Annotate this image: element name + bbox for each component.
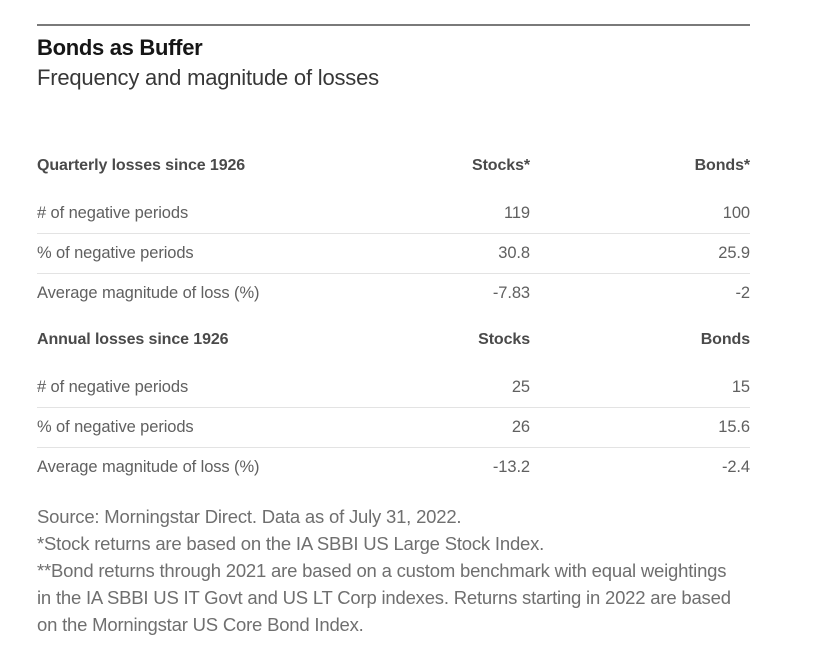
row-label: # of negative periods [37,377,189,396]
section-header-label: Annual losses since 1926 [37,331,229,348]
table-row: % of negative periods 30.8 25.9 [37,233,750,273]
bond-footnote-line: in the IA SBBI US IT Govt and US LT Corp… [37,587,731,608]
stocks-value: 25 [511,377,530,396]
bonds-value: 100 [722,203,750,222]
table-row: % of negative periods 26 15.6 [37,407,750,447]
bonds-value: 25.9 [718,244,750,262]
stock-footnote-line: *Stock returns are based on the IA SBBI … [37,533,545,554]
bonds-value: 15 [731,377,750,396]
table-row: # of negative periods 25 15 [37,367,750,407]
stocks-value: -7.83 [492,284,530,302]
row-label: % of negative periods [37,244,194,262]
annual-header-row: Annual losses since 1926 Stocks Bonds [37,313,750,367]
source-line: Source: Morningstar Direct. Data as of J… [37,506,462,527]
exhibit-page: Bonds as Buffer Frequency and magnitude … [0,24,832,654]
stocks-value: 30.8 [498,244,530,262]
bond-footnote-line: on the Morningstar US Core Bond Index. [37,614,364,635]
page-title: Bonds as Buffer [37,35,203,60]
stocks-value: -13.2 [492,458,530,476]
bonds-column-header: Bonds [700,331,750,348]
row-label: # of negative periods [37,203,189,222]
quarterly-losses-section: Quarterly losses since 1926 Stocks* Bond… [37,139,750,313]
bonds-column-header: Bonds* [694,157,751,174]
table-row: # of negative periods 119 100 [37,193,750,233]
top-rule [37,24,750,26]
annual-losses-section: Annual losses since 1926 Stocks Bonds # … [37,313,750,487]
quarterly-header-row: Quarterly losses since 1926 Stocks* Bond… [37,139,750,193]
stocks-column-header: Stocks [478,331,530,348]
footnotes: Source: Morningstar Direct. Data as of J… [37,503,750,638]
bond-footnote-line: **Bond returns through 2021 are based on… [37,560,727,581]
stocks-value: 119 [503,203,530,222]
bonds-value: -2.4 [721,458,750,476]
page-subtitle: Frequency and magnitude of losses [37,65,379,90]
section-header-label: Quarterly losses since 1926 [37,157,246,174]
bonds-value: 15.6 [718,418,750,436]
losses-table: Quarterly losses since 1926 Stocks* Bond… [37,139,750,487]
table-row: Average magnitude of loss (%) -7.83 -2 [37,273,750,313]
table-row: Average magnitude of loss (%) -13.2 -2.4 [37,447,750,487]
row-label: Average magnitude of loss (%) [37,284,260,302]
row-label: % of negative periods [37,418,194,436]
row-label: Average magnitude of loss (%) [37,458,260,476]
stocks-column-header: Stocks* [472,157,530,174]
bonds-value: -2 [735,284,751,302]
stocks-value: 26 [511,418,530,436]
